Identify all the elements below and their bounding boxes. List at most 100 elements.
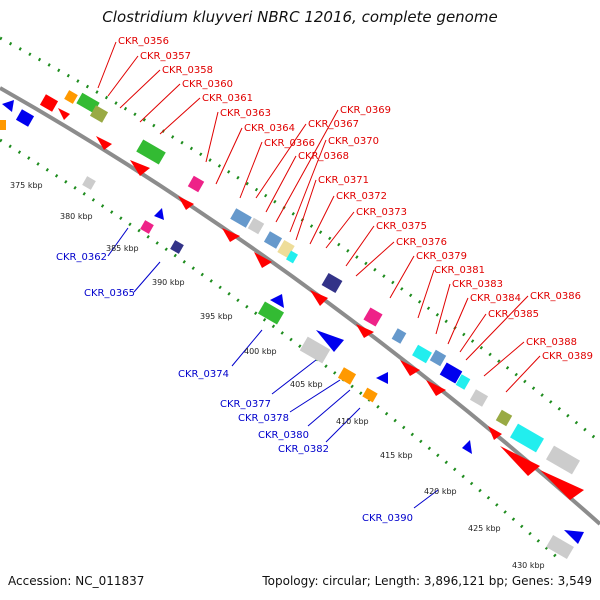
gene-block <box>391 328 407 344</box>
gene-arrow <box>254 252 272 268</box>
reverse-leader-lines <box>107 227 439 509</box>
gene-block <box>362 387 378 403</box>
gene-label: CKR_0390 <box>362 513 413 524</box>
gene-block <box>337 367 357 385</box>
gene-block <box>286 250 298 264</box>
gene-block <box>136 139 166 165</box>
gene-label: CKR_0357 <box>140 51 191 62</box>
gene-label: CKR_0385 <box>488 309 539 320</box>
accession-text: Accession: NC_011837 <box>8 574 145 588</box>
gene-arrow <box>564 530 584 544</box>
gene-block <box>187 175 205 193</box>
gene-label: CKR_0374 <box>178 369 229 380</box>
gene-label: CKR_0380 <box>258 430 309 441</box>
gene-arrow <box>2 100 14 112</box>
gene-block <box>363 307 383 327</box>
gene-arrow <box>58 108 70 120</box>
gene-block <box>455 374 471 390</box>
gene-label: CKR_0372 <box>336 191 387 202</box>
gene-label: CKR_0370 <box>328 136 379 147</box>
gene-label: CKR_0383 <box>452 279 503 290</box>
gene-block <box>140 220 154 234</box>
gene-label: CKR_0360 <box>182 79 233 90</box>
tick-label: 385 kbp <box>106 244 139 253</box>
gene-label: CKR_0379 <box>416 251 467 262</box>
gene-label: CKR_0376 <box>396 237 447 248</box>
gene-block <box>0 120 6 130</box>
tick-label: 390 kbp <box>152 278 185 287</box>
gene-arrow <box>154 208 164 220</box>
gene-label: CKR_0366 <box>264 138 315 149</box>
forward-leader-lines <box>97 41 541 393</box>
gene-label: CKR_0389 <box>542 351 593 362</box>
gene-label: CKR_0363 <box>220 108 271 119</box>
kbp-ticks: 375 kbp 380 kbp 385 kbp 390 kbp 395 kbp … <box>10 181 545 570</box>
reverse-genes <box>0 100 584 560</box>
gene-arrow <box>96 136 112 150</box>
gene-arrow <box>500 446 540 476</box>
genome-summary: Topology: circular; Length: 3,896,121 bp… <box>262 574 592 588</box>
gene-block <box>546 445 580 475</box>
gene-arrow <box>270 294 284 308</box>
gene-label: CKR_0369 <box>340 105 391 116</box>
gene-label: CKR_0384 <box>470 293 521 304</box>
gene-block <box>64 90 78 104</box>
gene-arrow <box>222 228 240 242</box>
gene-label: CKR_0373 <box>356 207 407 218</box>
tick-label: 415 kbp <box>380 451 413 460</box>
gene-arrow <box>540 470 584 500</box>
gene-arrow <box>130 160 150 176</box>
gene-block <box>412 344 432 364</box>
gene-block <box>76 92 100 114</box>
gene-arrow <box>488 426 502 440</box>
genome-backbone <box>0 86 600 526</box>
gene-block <box>230 208 252 228</box>
gene-block <box>510 423 544 453</box>
gene-block <box>15 109 35 127</box>
gene-label: CKR_0367 <box>308 119 359 130</box>
forward-gene-labels: CKR_0356 CKR_0357 CKR_0358 CKR_0360 CKR_… <box>118 36 593 362</box>
tick-label: 410 kbp <box>336 417 369 426</box>
gene-block <box>247 217 265 235</box>
gene-label: CKR_0375 <box>376 221 427 232</box>
gene-label: CKR_0368 <box>298 151 349 162</box>
tick-label: 380 kbp <box>60 212 93 221</box>
gene-block <box>170 240 184 254</box>
forward-genes <box>39 90 584 500</box>
gene-block <box>429 349 447 367</box>
gene-arrow <box>310 290 328 306</box>
tick-label: 405 kbp <box>290 380 323 389</box>
tick-label: 400 kbp <box>244 347 277 356</box>
gene-block <box>277 239 295 259</box>
gene-block <box>439 362 463 384</box>
gene-arrow <box>376 372 388 384</box>
gene-block <box>321 272 343 294</box>
gene-label: CKR_0388 <box>526 337 577 348</box>
gene-label: CKR_0381 <box>434 265 485 276</box>
tick-label: 395 kbp <box>200 312 233 321</box>
gene-block <box>89 105 109 123</box>
gene-arrow <box>400 360 420 376</box>
gene-block <box>39 94 59 112</box>
gene-label: CKR_0356 <box>118 36 169 47</box>
gene-label: CKR_0386 <box>530 291 581 302</box>
gene-block <box>263 231 283 249</box>
gene-label: CKR_0364 <box>244 123 295 134</box>
gene-label: CKR_0377 <box>220 399 271 410</box>
gene-label: CKR_0378 <box>238 413 289 424</box>
gene-label: CKR_0361 <box>202 93 253 104</box>
gene-block <box>495 409 513 427</box>
gene-label: CKR_0382 <box>278 444 329 455</box>
gene-label: CKR_0358 <box>162 65 213 76</box>
gene-arrow <box>426 380 446 396</box>
gene-arrow <box>462 440 472 454</box>
tick-label: 420 kbp <box>424 487 457 496</box>
reverse-gene-labels: CKR_0362 CKR_0365 CKR_0374 CKR_0377 CKR_… <box>56 252 413 524</box>
tick-label: 425 kbp <box>468 524 501 533</box>
gene-label: CKR_0365 <box>84 288 135 299</box>
tick-label: 375 kbp <box>10 181 43 190</box>
gene-block <box>469 389 489 407</box>
gene-block <box>82 176 96 190</box>
gene-arrow <box>178 196 194 210</box>
